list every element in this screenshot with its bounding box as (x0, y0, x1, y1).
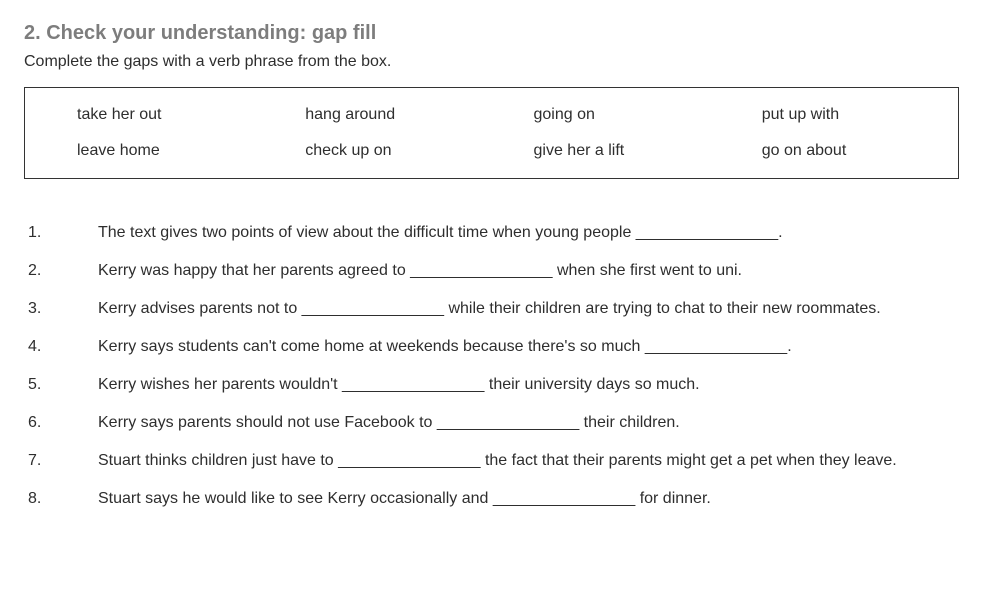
word-cell: give her a lift (492, 142, 720, 160)
word-box: take her out hang around going on put up… (24, 87, 959, 179)
question-number: 7. (24, 449, 98, 473)
question-row: 3. Kerry advises parents not to ________… (24, 297, 897, 321)
question-row: 6. Kerry says parents should not use Fac… (24, 411, 897, 435)
question-row: 4. Kerry says students can't come home a… (24, 335, 897, 359)
question-number: 4. (24, 335, 98, 359)
question-text: The text gives two points of view about … (98, 221, 897, 245)
question-row: 8. Stuart says he would like to see Kerr… (24, 487, 897, 511)
word-cell: hang around (263, 106, 491, 124)
question-text: Kerry advises parents not to ___________… (98, 297, 897, 321)
word-row: take her out hang around going on put up… (35, 102, 948, 128)
question-number: 5. (24, 373, 98, 397)
word-cell: leave home (35, 142, 263, 160)
question-text: Kerry wishes her parents wouldn't ______… (98, 373, 897, 397)
question-number: 3. (24, 297, 98, 321)
word-cell: going on (492, 106, 720, 124)
question-row: 7. Stuart thinks children just have to _… (24, 449, 897, 473)
word-row: leave home check up on give her a lift g… (35, 138, 948, 164)
word-cell: go on about (720, 142, 948, 160)
section-heading: 2. Check your understanding: gap fill (24, 22, 959, 45)
instruction-text: Complete the gaps with a verb phrase fro… (24, 53, 959, 71)
question-text: Kerry says students can't come home at w… (98, 335, 897, 359)
question-list: 1. The text gives two points of view abo… (24, 207, 897, 525)
question-number: 2. (24, 259, 98, 283)
question-text: Stuart says he would like to see Kerry o… (98, 487, 897, 511)
word-cell: put up with (720, 106, 948, 124)
word-cell: take her out (35, 106, 263, 124)
question-number: 8. (24, 487, 98, 511)
question-number: 1. (24, 221, 98, 245)
question-row: 1. The text gives two points of view abo… (24, 221, 897, 245)
question-row: 2. Kerry was happy that her parents agre… (24, 259, 897, 283)
question-row: 5. Kerry wishes her parents wouldn't ___… (24, 373, 897, 397)
question-text: Kerry was happy that her parents agreed … (98, 259, 897, 283)
question-text: Stuart thinks children just have to ____… (98, 449, 897, 473)
question-text: Kerry says parents should not use Facebo… (98, 411, 897, 435)
question-number: 6. (24, 411, 98, 435)
word-cell: check up on (263, 142, 491, 160)
